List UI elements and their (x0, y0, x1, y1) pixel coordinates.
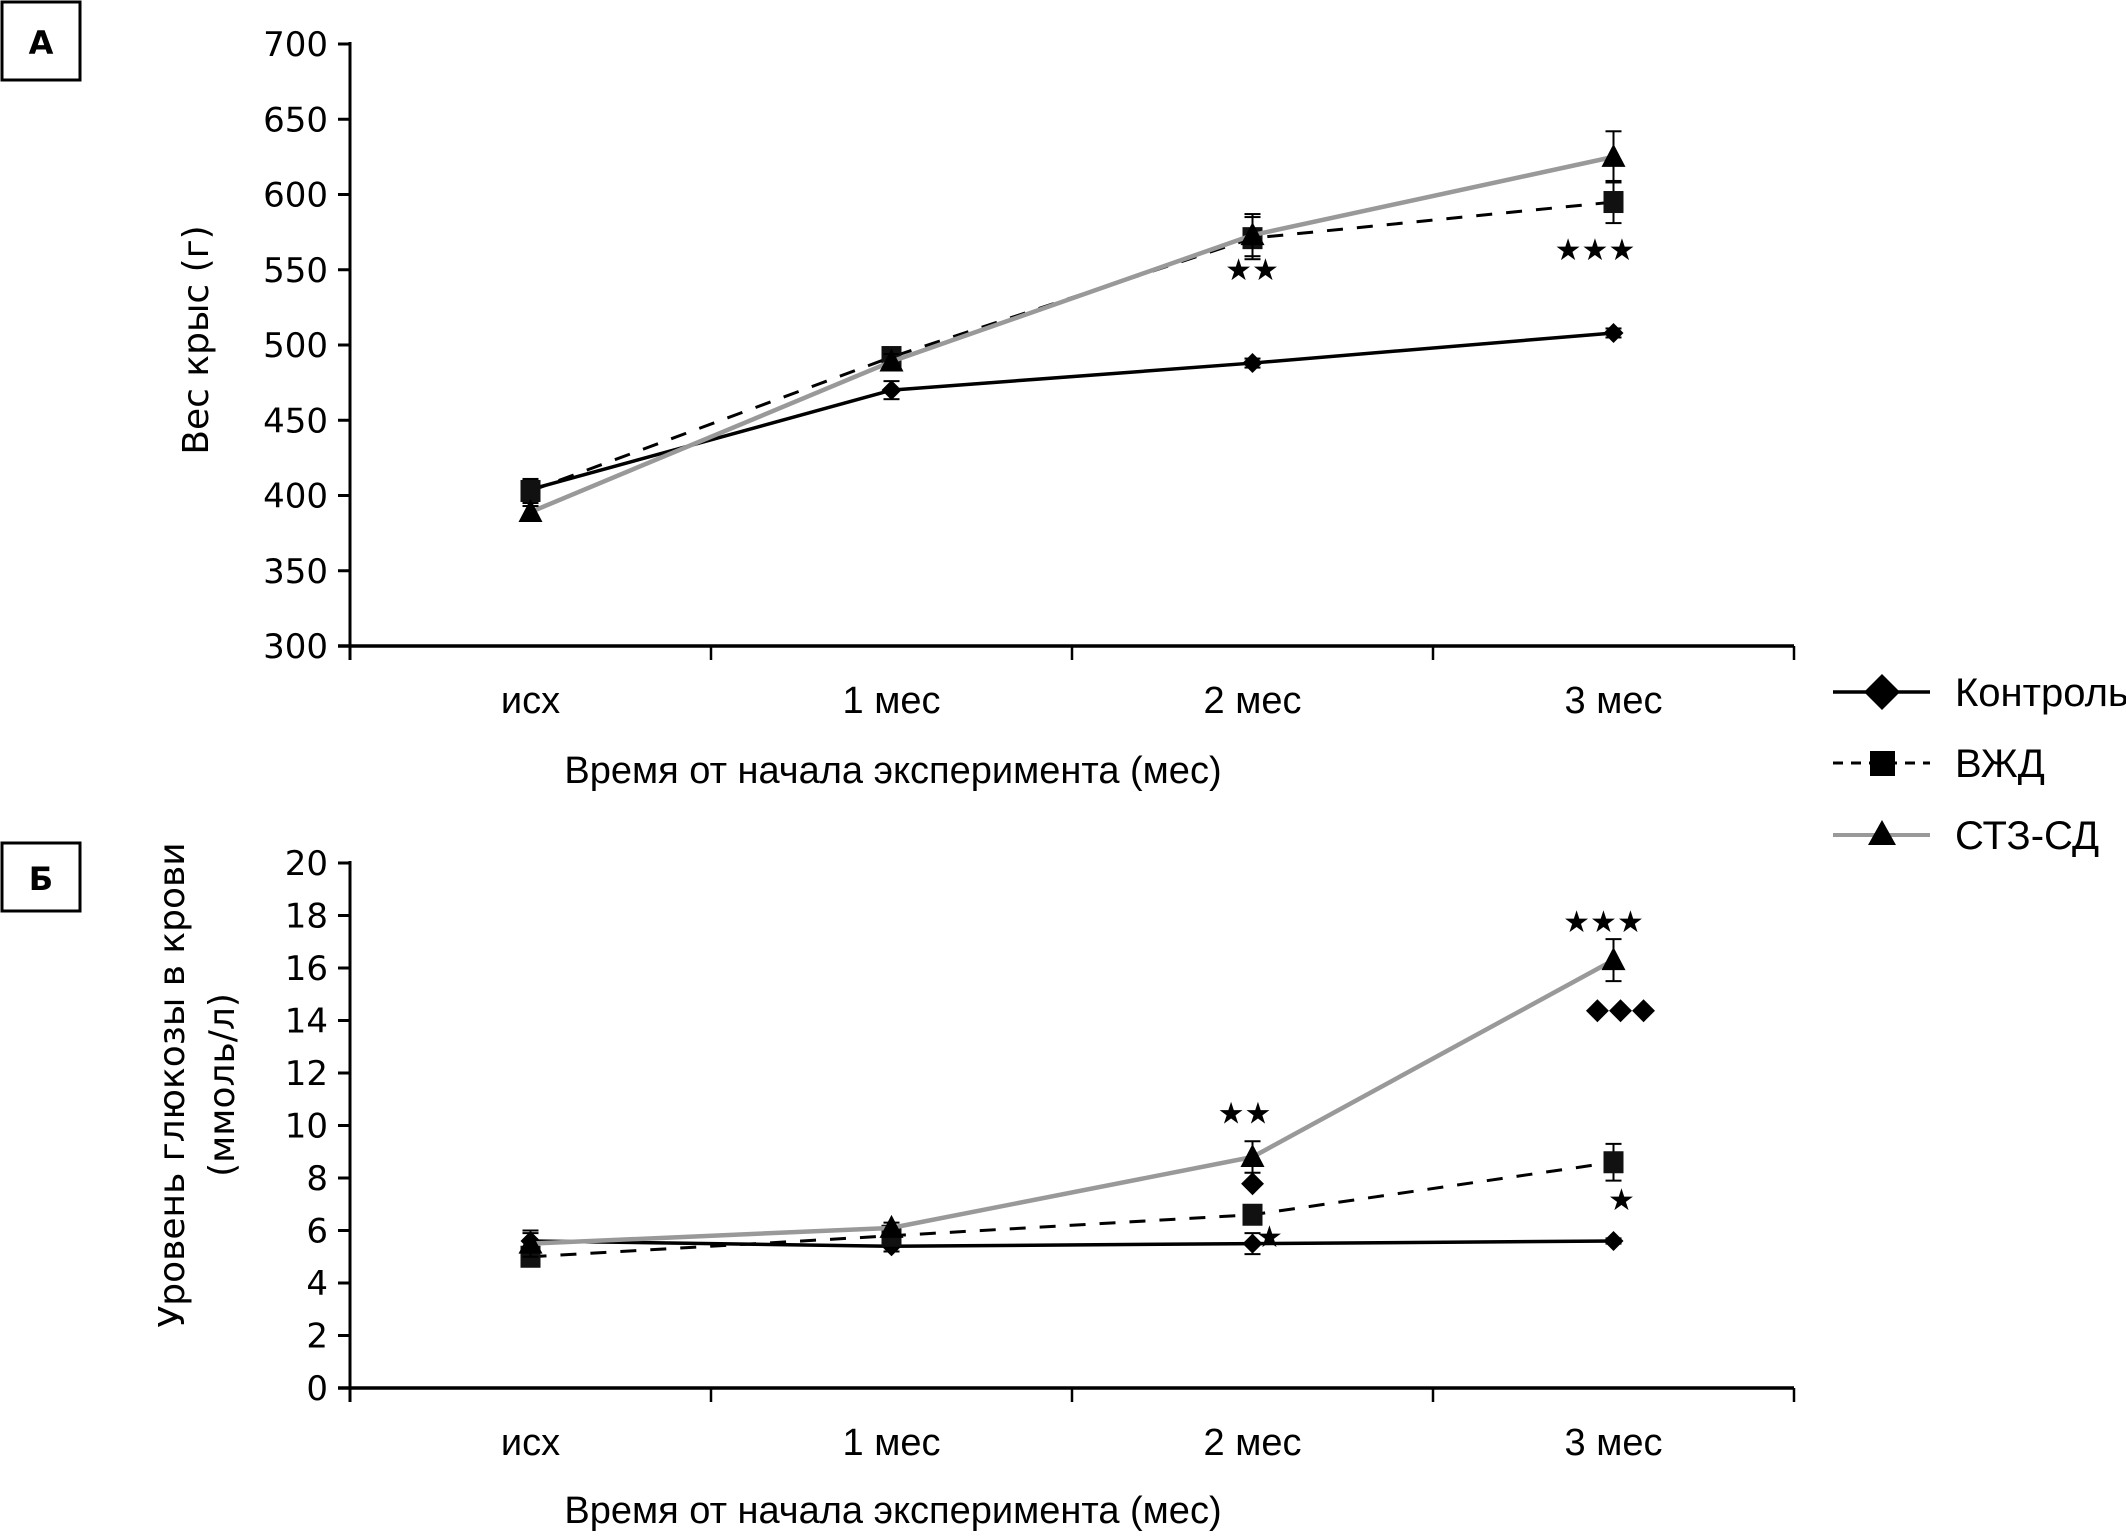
legend-item-vzhd: ВЖД (1833, 742, 2045, 786)
series-control (520, 322, 1624, 500)
y-tick-label: 8 (306, 1159, 328, 1199)
axes: 0 2 4 6 8 10 12 14 16 18 20 исх 1 мес 2 мес 3 мес (285, 844, 1796, 1464)
square-marker (1242, 1203, 1263, 1226)
y-tick-label: 14 (285, 1002, 328, 1042)
square-marker (1603, 191, 1624, 214)
y-axis-title-line1: Уровень глюкозы в крови (152, 842, 193, 1327)
triangle-marker (1601, 947, 1626, 971)
x-axis-title: Время от начала эксперимента (мес) (564, 1490, 1221, 1532)
legend-label: Контроль (1955, 671, 2126, 715)
x-tick-label: 1 мес (843, 1422, 941, 1464)
y-tick-label: 12 (285, 1054, 328, 1094)
y-tick-label: 300 (263, 627, 328, 667)
significance-mark: ★★★ (1563, 905, 1644, 940)
diamond-marker (881, 380, 902, 401)
series-stz-sd (518, 130, 1626, 523)
triangle-marker (518, 1230, 543, 1254)
y-tick-label: 2 (306, 1317, 328, 1357)
diamond-marker (1242, 1233, 1263, 1254)
triangle-marker (1240, 1144, 1265, 1167)
series-line (530, 331, 1614, 492)
diamond-marker (1603, 1231, 1624, 1251)
y-tick-label: 500 (263, 326, 328, 366)
legend-label: СТЗ-СД (1955, 814, 2099, 858)
y-tick-label: 10 (285, 1107, 328, 1147)
y-tick-label: 700 (263, 25, 328, 65)
y-tick-label: 600 (263, 176, 328, 216)
square-marker (1603, 1151, 1624, 1174)
square-marker (520, 479, 541, 502)
panel-b-label-box (0, 841, 82, 913)
significance-annotations: ★★◆★★★★◆◆◆★ (1218, 905, 1656, 1255)
significance-mark: ★★ (1225, 253, 1279, 288)
y-tick-label: 20 (285, 844, 328, 884)
legend-item-control: Контроль (1833, 671, 2126, 715)
x-tick-label: исх (501, 1422, 560, 1464)
axes: 300 350 400 450 500 550 600 650 700 исх 1 мес 2 мес… (263, 25, 1796, 722)
y-tick-label: 350 (263, 552, 328, 592)
y-axis-title: Вес крыс (г) (176, 225, 217, 454)
significance-mark: ◆◆◆ (1586, 991, 1655, 1026)
plot-area: ★★◆★★★★◆◆◆★ (518, 905, 1656, 1268)
x-tick-label: 2 мес (1204, 1422, 1302, 1464)
triangle-marker (1601, 143, 1626, 167)
series-vzhd (520, 1142, 1624, 1268)
significance-annotations: ★★★★★ (1225, 233, 1635, 288)
diamond-marker (1603, 322, 1624, 343)
y-tick-label: 550 (263, 251, 328, 291)
diamond-marker (1242, 353, 1263, 374)
square-icon (1870, 751, 1895, 776)
legend-item-stz-sd: СТЗ-СД (1833, 814, 2099, 858)
panel-b: Б Уровень глюкозы в крови (ммоль/л) Врем… (0, 841, 1796, 1532)
series-line (530, 1239, 1614, 1248)
x-tick-label: 3 мес (1565, 1422, 1663, 1464)
significance-mark: ★ (1256, 1220, 1283, 1255)
significance-mark: ◆ (1241, 1165, 1264, 1200)
y-tick-label: 16 (285, 949, 328, 989)
y-tick-label: 18 (285, 897, 328, 937)
series-stz-sd (518, 938, 1626, 1258)
triangle-icon (1868, 820, 1896, 845)
significance-mark: ★★ (1218, 1096, 1272, 1131)
triangle-marker (518, 499, 543, 523)
y-tick-label: 6 (306, 1212, 328, 1252)
panel-b-letter: Б (29, 860, 53, 898)
legend-label: ВЖД (1955, 742, 2045, 786)
x-axis-title: Время от начала эксперимента (мес) (564, 750, 1221, 792)
triangle-marker (1240, 222, 1265, 246)
series-line (529, 154, 1614, 515)
y-tick-label: 0 (306, 1369, 328, 1409)
y-tick-label: 650 (263, 100, 328, 140)
plot-area: ★★★★★ (518, 130, 1635, 523)
y-tick-label: 4 (306, 1264, 328, 1304)
y-axis-title-line2: (ммоль/л) (202, 993, 243, 1177)
panel-a-label-box (0, 0, 82, 82)
x-tick-label: исх (501, 680, 560, 722)
x-tick-label: 1 мес (843, 680, 941, 722)
panel-a-letter: А (29, 24, 54, 62)
legend: Контроль ВЖД СТЗ-СД (1833, 671, 2126, 858)
triangle-marker (879, 1214, 904, 1238)
triangle-marker (879, 348, 904, 372)
significance-mark: ★★★ (1555, 233, 1636, 268)
diamond-icon (1864, 674, 1900, 710)
x-tick-label: 3 мес (1565, 680, 1663, 722)
series-line (530, 958, 1615, 1246)
y-tick-label: 400 (263, 477, 328, 517)
panel-a: А Вес крыс (г) Время от начала экспериме… (0, 0, 1796, 792)
y-tick-label: 450 (263, 401, 328, 441)
series-line (530, 1160, 1614, 1259)
significance-mark: ★ (1608, 1183, 1635, 1218)
series-vzhd (520, 179, 1624, 505)
x-tick-label: 2 мес (1204, 680, 1302, 722)
